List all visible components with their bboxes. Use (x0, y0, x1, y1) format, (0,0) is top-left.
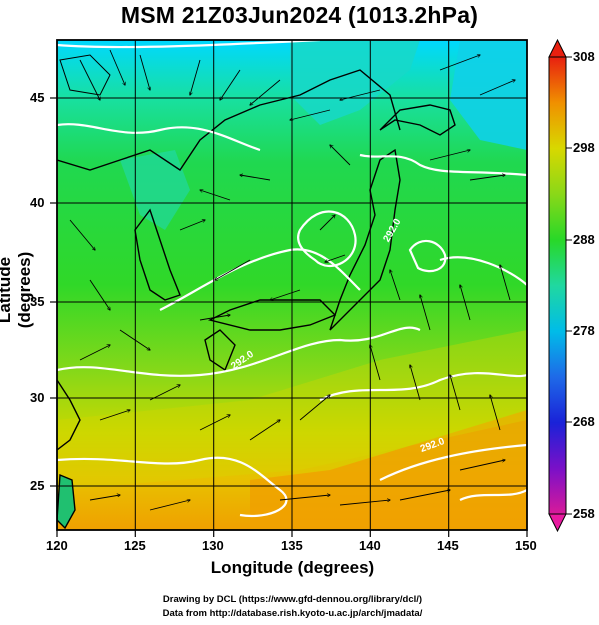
colorbar-label: 268 (573, 414, 595, 429)
y-tick-label: 30 (30, 390, 45, 405)
coastlines (57, 54, 456, 530)
colorbar-top-arrow (548, 38, 567, 58)
colorbar-label: 258 (573, 506, 595, 521)
wind-streamlines (69, 49, 515, 511)
colorbar (548, 38, 572, 533)
x-tick-label: 125 (124, 538, 146, 553)
y-tick-label: 25 (30, 478, 45, 493)
map-title: MSM 21Z03Jun2024 (1013.2hPa) (120, 2, 479, 28)
y-axis-label: Latitude (degrees) (0, 251, 34, 329)
colorbar-label: 298 (573, 140, 595, 155)
y-tick-label: 40 (30, 195, 45, 210)
x-axis-label: Longitude (degrees) (210, 558, 375, 577)
colorbar-label: 308 (573, 49, 595, 64)
x-tick-label: 140 (359, 538, 381, 553)
graticule (57, 40, 527, 530)
colorbar-bottom-arrow (548, 513, 567, 533)
footer-credit-line1: Drawing by DCL (https://www.gfd-dennou.o… (162, 594, 423, 605)
x-tick-label: 130 (202, 538, 224, 553)
x-tick-label: 135 (281, 538, 303, 553)
tick-marks (50, 97, 528, 537)
colorbar-label: 278 (573, 323, 595, 338)
x-tick-label: 145 (437, 538, 459, 553)
footer-credit-line2: Data from http://database.rish.kyoto-u.a… (162, 608, 423, 619)
x-tick-label: 150 (515, 538, 537, 553)
colorbar-label: 288 (573, 232, 595, 247)
isotherm-contours (57, 40, 527, 518)
y-tick-label: 35 (30, 294, 45, 309)
x-tick-label: 120 (46, 538, 68, 553)
y-tick-label: 45 (30, 90, 45, 105)
